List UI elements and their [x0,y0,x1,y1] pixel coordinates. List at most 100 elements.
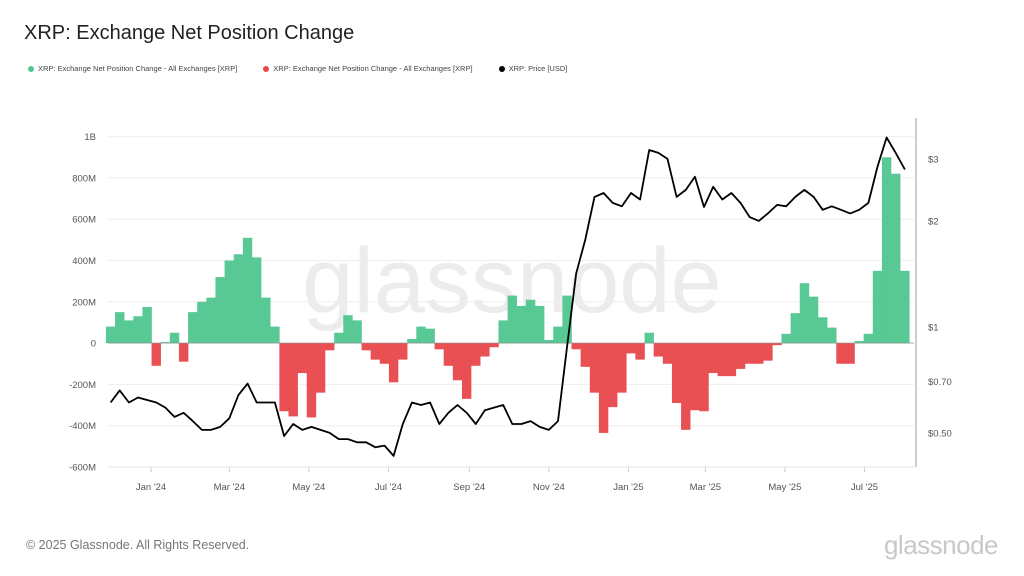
bar-inflow [115,312,125,344]
legend-item-inflow[interactable]: XRP: Exchange Net Position Change - All … [28,64,237,73]
legend-dot-green-icon [28,65,34,72]
bar-outflow [370,343,381,360]
y-left-tick-label: 400M [72,256,96,267]
bar-outflow [151,343,161,366]
bar-inflow [553,326,563,344]
bar-inflow [105,326,116,344]
bar-outflow [598,343,609,433]
bar-outflow [178,343,189,362]
bar-inflow [133,316,143,344]
y-right-tick-label: $1 [928,322,939,333]
x-tick-label: Jul '24 [375,482,402,493]
bar-inflow [781,333,791,344]
price-line-group [109,136,906,457]
bar-inflow [498,320,508,344]
bar-outflow [744,343,755,364]
bar-outflow [388,343,399,383]
bar-outflow [626,343,636,354]
bar-inflow [343,315,353,344]
y-left-tick-label: -400M [69,421,96,432]
y-right-tick-label: $2 [928,216,939,227]
bar-outflow [589,343,600,393]
y-left-tick-label: 0 [91,339,96,350]
bar-inflow [507,295,518,344]
bar-outflow [398,343,408,360]
x-tick-label: Jul '25 [851,482,878,493]
bar-outflow [571,343,581,350]
bar-outflow [297,343,308,374]
y-right-tick-label: $0.70 [928,377,952,388]
bar-inflow [799,283,810,344]
glassnode-logo: glassnode [883,530,999,560]
bar-outflow [279,343,289,412]
bar-inflow [872,270,883,344]
bar-outflow [288,343,298,417]
bar-inflow [544,339,554,344]
bar-outflow [489,343,499,348]
bar-outflow [690,343,700,411]
y-left-tick-label: -600M [69,463,96,474]
bar-outflow [315,343,326,393]
bar-inflow [251,257,262,344]
bar-inflow [827,327,837,344]
legend-label: XRP: Exchange Net Position Change - All … [273,64,473,73]
bar-outflow [434,343,444,350]
bar-inflow [206,297,216,344]
bar-inflow [516,305,527,344]
bar-outflow [726,343,737,377]
bar-inflow [352,320,362,344]
y-left-tick-label: 1B [84,132,96,143]
bar-inflow [242,237,253,344]
bar-inflow [169,332,180,344]
bar-inflow [197,301,207,344]
bar-outflow [717,343,727,377]
bar-outflow [617,343,627,393]
legend-item-outflow[interactable]: XRP: Exchange Net Position Change - All … [263,64,473,73]
legend-label: XRP: Exchange Net Position Change - All … [38,64,238,73]
bar-outflow [452,343,463,381]
bar-inflow [407,338,417,344]
bar-inflow [334,332,344,344]
x-tick-label: May '25 [768,482,801,493]
bar-inflow [818,317,828,344]
bar-inflow [562,295,572,344]
bar-outflow [763,343,773,361]
y-left-tick-label: 800M [72,173,96,184]
bar-inflow [881,157,892,344]
bar-inflow [854,341,864,344]
bar-outflow [735,343,746,369]
bar-outflow [580,343,591,367]
price-line [109,136,906,457]
x-tick-label: Mar '25 [690,482,721,493]
y-left-tick-label: -200M [69,380,96,391]
bar-inflow [270,326,280,344]
bar-inflow [142,306,152,344]
bar-inflow [534,305,545,344]
legend-dot-red-icon [263,65,270,72]
bar-outflow [635,343,645,360]
legend-item-price[interactable]: XRP: Price [USD] [498,64,567,73]
bar-outflow [306,343,317,418]
bar-inflow [233,254,244,344]
bar-outflow [699,343,709,412]
bar-inflow [790,313,801,344]
bar-outflow [681,343,691,430]
x-tick-label: May '24 [292,482,325,493]
y-right-tick-label: $0.50 [928,428,952,439]
bar-outflow [772,343,782,346]
legend-dot-black-icon [498,65,505,72]
x-tick-label: Jan '24 [136,482,166,493]
bar-inflow [160,342,171,344]
y-right-tick-label: $3 [928,154,939,165]
x-tick-label: Jan '25 [613,482,643,493]
bar-inflow [900,270,910,344]
bar-outflow [671,343,682,403]
bar-inflow [425,328,435,344]
axes: 1B 800M 600M 400M 200M 0 -200M -400M -600M $3 $2 $1… [69,118,952,493]
legend: XRP: Exchange Net Position Change - All … [28,64,593,73]
bar-outflow [325,343,335,351]
bar-inflow [215,277,225,344]
bar-inflow [261,297,271,344]
bar-outflow [662,343,673,364]
